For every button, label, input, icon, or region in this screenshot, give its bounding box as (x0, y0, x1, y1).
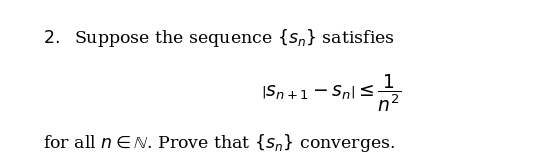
Text: $2.$  Suppose the sequence $\{s_n\}$ satisfies: $2.$ Suppose the sequence $\{s_n\}$ sati… (43, 27, 395, 49)
Text: $\left|s_{n+1} - s_n\right| \leq \dfrac{1}{n^2}$: $\left|s_{n+1} - s_n\right| \leq \dfrac{… (262, 73, 402, 114)
Text: for all $n \in \mathbb{N}$. Prove that $\{s_n\}$ converges.: for all $n \in \mathbb{N}$. Prove that $… (43, 132, 395, 154)
